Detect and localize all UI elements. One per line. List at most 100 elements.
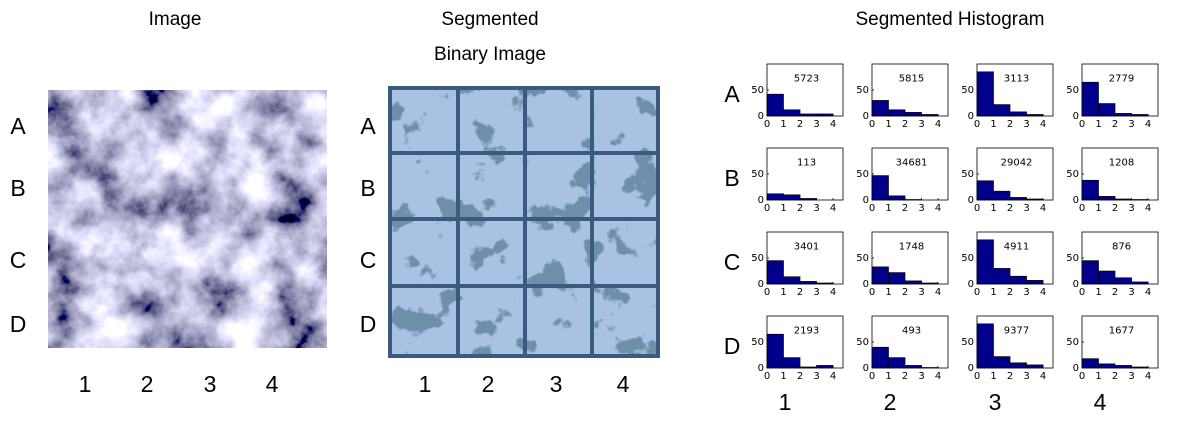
x-tick-label: 3 [813, 119, 819, 130]
histogram-bar [1027, 365, 1044, 368]
histogram-bar [817, 114, 834, 116]
x-tick-label: 4 [1145, 371, 1151, 382]
histogram-bar [1082, 261, 1099, 284]
x-tick-label: 4 [935, 287, 941, 298]
y-tick-label: 50 [961, 85, 974, 96]
x-tick-label: 3 [1023, 203, 1029, 214]
x-tick-label: 0 [1079, 203, 1085, 214]
row-label: B [10, 175, 25, 201]
y-tick-label: 0 [968, 111, 974, 122]
x-tick-label: 1 [1095, 287, 1101, 298]
annotation: 3401 [794, 242, 819, 253]
row-label: A [360, 113, 376, 139]
panel-title: Segmented Histogram [855, 9, 1044, 30]
y-tick-label: 50 [1066, 169, 1079, 180]
histogram-bar [800, 367, 817, 368]
histogram-bar [994, 357, 1011, 368]
histogram-bar [977, 181, 994, 200]
y-tick-label: 0 [1073, 195, 1079, 206]
annotation: 2193 [794, 326, 819, 337]
annotation: 34681 [896, 158, 928, 169]
y-tick-label: 0 [863, 279, 869, 290]
x-tick-label: 0 [764, 119, 770, 130]
y-tick-label: 0 [1073, 279, 1079, 290]
histogram-bar [1115, 113, 1132, 116]
column-label: 2 [482, 371, 495, 397]
column-label: 4 [1094, 389, 1107, 415]
column-label: 4 [266, 371, 279, 397]
x-tick-label: 4 [830, 119, 836, 130]
panel-title: Image [149, 9, 202, 30]
x-tick-label: 2 [797, 203, 803, 214]
y-tick-label: 0 [758, 111, 764, 122]
x-tick-label: 2 [1007, 287, 1013, 298]
histogram-bar [977, 240, 994, 284]
column-label: 2 [141, 371, 154, 397]
y-tick-label: 0 [758, 279, 764, 290]
histogram-bar [767, 194, 784, 200]
x-tick-label: 4 [1145, 119, 1151, 130]
x-tick-label: 4 [935, 203, 941, 214]
x-tick-label: 0 [764, 287, 770, 298]
histogram-bar [977, 72, 994, 116]
annotation: 876 [1112, 242, 1131, 253]
x-tick-label: 1 [780, 203, 786, 214]
histogram-bar [1132, 367, 1149, 368]
x-tick-label: 1 [780, 287, 786, 298]
x-tick-label: 1 [990, 371, 996, 382]
y-tick-label: 0 [968, 195, 974, 206]
histogram-bar [1082, 180, 1099, 200]
panel-title: Segmented [441, 9, 538, 30]
y-tick-label: 50 [751, 337, 764, 348]
y-tick-label: 50 [751, 85, 764, 96]
column-label: 4 [617, 371, 630, 397]
annotation: 29042 [1001, 158, 1033, 169]
row-label: C [10, 247, 27, 273]
histogram-bar [1010, 112, 1027, 116]
row-label: D [10, 311, 27, 337]
x-tick-label: 3 [1128, 287, 1134, 298]
histogram-bar [1099, 196, 1116, 200]
histogram-bar [817, 283, 834, 284]
column-label: 1 [779, 389, 792, 415]
x-tick-label: 1 [885, 371, 891, 382]
x-tick-label: 3 [813, 287, 819, 298]
x-tick-label: 4 [1040, 203, 1046, 214]
histogram-bar [1010, 276, 1027, 284]
histogram-bar [767, 94, 784, 116]
row-label: B [360, 175, 375, 201]
histogram-bar [1132, 199, 1149, 200]
histogram-bar [994, 268, 1011, 284]
annotation: 5815 [899, 74, 924, 85]
y-tick-label: 50 [751, 253, 764, 264]
column-label: 1 [79, 371, 92, 397]
row-label: A [724, 81, 740, 107]
histogram-bar [1082, 359, 1099, 368]
x-tick-label: 2 [1112, 287, 1118, 298]
histogram-bar [817, 365, 834, 368]
row-label: C [360, 247, 377, 273]
annotation: 9377 [1004, 326, 1029, 337]
annotation: 1748 [899, 242, 924, 253]
x-tick-label: 0 [974, 119, 980, 130]
x-tick-label: 4 [935, 371, 941, 382]
x-tick-label: 0 [974, 287, 980, 298]
x-tick-label: 0 [1079, 371, 1085, 382]
histogram-bar [784, 195, 801, 200]
histogram-bar [767, 334, 784, 368]
x-tick-label: 2 [902, 371, 908, 382]
histogram-bar [872, 347, 889, 368]
y-tick-label: 0 [863, 363, 869, 374]
histogram-bar [922, 114, 939, 116]
histogram-bar [1132, 282, 1149, 284]
annotation: 1677 [1109, 326, 1134, 337]
x-tick-label: 4 [1040, 287, 1046, 298]
histogram-bar [994, 105, 1011, 116]
histogram-bar [1082, 82, 1099, 116]
x-tick-label: 0 [1079, 287, 1085, 298]
y-tick-label: 0 [758, 195, 764, 206]
histogram-bar [922, 367, 939, 368]
y-tick-label: 50 [856, 169, 869, 180]
histogram-bar [1099, 271, 1116, 284]
x-tick-label: 0 [869, 371, 875, 382]
